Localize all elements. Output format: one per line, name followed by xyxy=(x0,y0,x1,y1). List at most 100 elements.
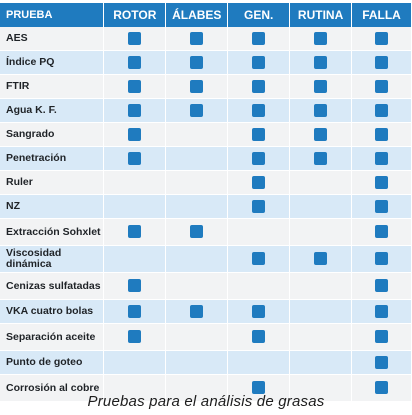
checkmark-square-icon xyxy=(128,151,142,165)
test-name: Corrosión al cobre xyxy=(0,374,105,402)
checkmark-square-icon xyxy=(375,127,389,141)
header-prueba: PRUEBA xyxy=(0,3,105,27)
checkmark-square-icon xyxy=(128,31,142,45)
test-name: NZ xyxy=(0,194,105,219)
mark-cell xyxy=(351,323,412,351)
test-name: FTIR xyxy=(0,74,105,99)
mark-cell xyxy=(227,272,291,300)
table-body: AES Índice PQ FTIR Agua K. F. Sangrado Penetr… xyxy=(0,27,412,402)
mark-cell xyxy=(351,374,412,402)
mark-cell xyxy=(351,170,412,195)
mark-cell xyxy=(351,245,412,273)
table-row: AES xyxy=(0,27,412,51)
mark-cell xyxy=(227,98,291,123)
mark-cell xyxy=(103,374,167,402)
checkmark-square-icon xyxy=(190,225,204,239)
checkmark-square-icon xyxy=(252,304,266,318)
checkmark-square-icon xyxy=(375,55,389,69)
mark-cell xyxy=(289,146,353,171)
header-gen: GEN. xyxy=(227,3,291,27)
test-name: AES xyxy=(0,27,105,51)
test-name: VKA cuatro bolas xyxy=(0,299,105,324)
mark-cell xyxy=(103,122,167,147)
checkmark-square-icon xyxy=(252,151,266,165)
mark-cell xyxy=(351,74,412,99)
header-row: PRUEBA ROTOR ÁLABES GEN. RUTINA FALLA xyxy=(0,3,412,27)
mark-cell xyxy=(165,218,229,246)
header-rotor: ROTOR xyxy=(103,3,167,27)
test-name: Penetración xyxy=(0,146,105,171)
checkmark-square-icon xyxy=(128,103,142,117)
checkmark-square-icon xyxy=(252,103,266,117)
table-row: Punto de goteo xyxy=(0,350,412,375)
mark-cell xyxy=(351,194,412,219)
checkmark-square-icon xyxy=(128,225,142,239)
checkmark-square-icon xyxy=(314,252,328,266)
mark-cell xyxy=(165,98,229,123)
test-name: Separación aceite xyxy=(0,323,105,351)
checkmark-square-icon xyxy=(375,225,389,239)
checkmark-square-icon xyxy=(252,31,266,45)
mark-cell xyxy=(165,245,229,273)
checkmark-square-icon xyxy=(128,304,142,318)
checkmark-square-icon xyxy=(375,199,389,213)
test-name: Sangrado xyxy=(0,122,105,147)
mark-cell xyxy=(165,170,229,195)
table-row: Ruler xyxy=(0,170,412,195)
tests-table: PRUEBA ROTOR ÁLABES GEN. RUTINA FALLA AE… xyxy=(0,3,412,402)
mark-cell xyxy=(103,27,167,51)
mark-cell xyxy=(103,146,167,171)
mark-cell xyxy=(289,374,353,402)
checkmark-square-icon xyxy=(252,79,266,93)
mark-cell xyxy=(165,27,229,51)
mark-cell xyxy=(103,194,167,219)
mark-cell xyxy=(351,350,412,375)
mark-cell xyxy=(289,98,353,123)
table-row: NZ xyxy=(0,194,412,219)
checkmark-square-icon xyxy=(252,381,266,395)
mark-cell xyxy=(227,218,291,246)
header-alabes: ÁLABES xyxy=(165,3,229,27)
test-name: Agua K. F. xyxy=(0,98,105,123)
mark-cell xyxy=(103,170,167,195)
checkmark-square-icon xyxy=(128,127,142,141)
mark-cell xyxy=(103,323,167,351)
table-row: FTIR xyxy=(0,74,412,99)
checkmark-square-icon xyxy=(314,127,328,141)
mark-cell xyxy=(165,122,229,147)
test-name: Cenizas sulfatadas xyxy=(0,272,105,300)
mark-cell xyxy=(351,27,412,51)
table-row: Agua K. F. xyxy=(0,98,412,123)
mark-cell xyxy=(165,50,229,75)
checkmark-square-icon xyxy=(252,199,266,213)
header-falla: FALLA xyxy=(351,3,412,27)
checkmark-square-icon xyxy=(314,31,328,45)
mark-cell xyxy=(103,218,167,246)
checkmark-square-icon xyxy=(314,103,328,117)
mark-cell xyxy=(289,350,353,375)
mark-cell xyxy=(289,27,353,51)
table-row: Índice PQ xyxy=(0,50,412,75)
test-name: Ruler xyxy=(0,170,105,195)
checkmark-square-icon xyxy=(128,79,142,93)
mark-cell xyxy=(103,50,167,75)
test-name: Viscosidad dinámica xyxy=(0,245,105,273)
checkmark-square-icon xyxy=(314,79,328,93)
mark-cell xyxy=(227,245,291,273)
mark-cell xyxy=(289,74,353,99)
mark-cell xyxy=(289,122,353,147)
mark-cell xyxy=(289,218,353,246)
checkmark-square-icon xyxy=(128,55,142,69)
checkmark-square-icon xyxy=(375,103,389,117)
checkmark-square-icon xyxy=(375,355,389,369)
mark-cell xyxy=(351,272,412,300)
mark-cell xyxy=(103,245,167,273)
mark-cell xyxy=(289,245,353,273)
mark-cell xyxy=(227,323,291,351)
checkmark-square-icon xyxy=(375,330,389,344)
mark-cell xyxy=(227,299,291,324)
mark-cell xyxy=(165,350,229,375)
mark-cell xyxy=(351,98,412,123)
mark-cell xyxy=(351,299,412,324)
mark-cell xyxy=(351,122,412,147)
